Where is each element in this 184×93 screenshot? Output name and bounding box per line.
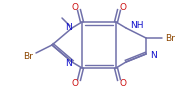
- Text: NH: NH: [130, 20, 144, 29]
- Text: N: N: [66, 58, 72, 68]
- Text: O: O: [72, 78, 79, 88]
- Text: O: O: [119, 78, 127, 88]
- Text: O: O: [119, 3, 127, 12]
- Text: N: N: [150, 50, 157, 60]
- Text: Br: Br: [165, 33, 175, 43]
- Text: Br: Br: [23, 52, 33, 61]
- Text: N: N: [66, 23, 72, 32]
- Text: O: O: [72, 3, 79, 12]
